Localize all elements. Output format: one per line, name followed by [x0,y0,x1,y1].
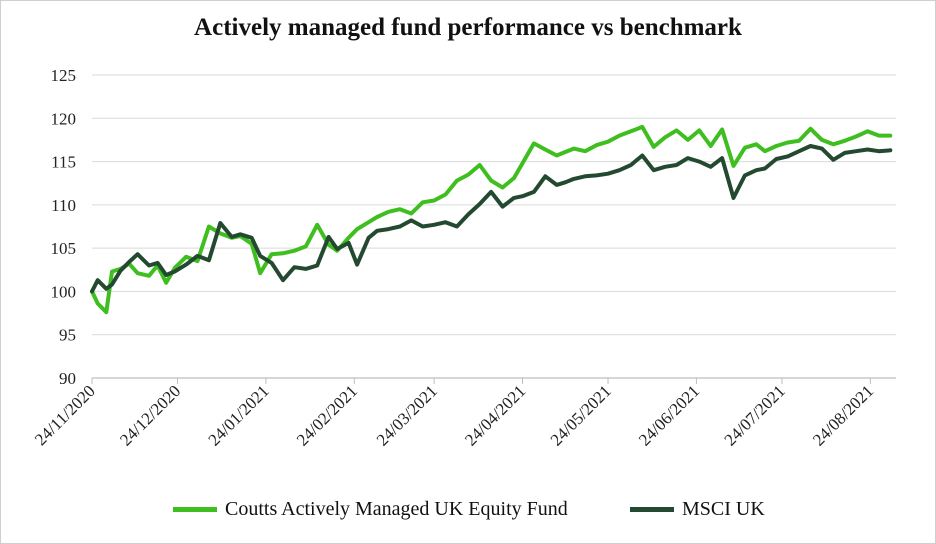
y-tick-label-125: 125 [51,66,77,85]
legend-swatch-msci [630,506,674,512]
x-tick-label-1: 24/12/2020 [116,381,184,449]
legend-item-msci: MSCI UK [630,494,765,524]
x-tick-label-3: 24/02/2021 [293,381,361,449]
x-tick-label-6: 24/05/2021 [547,381,615,449]
x-tick-label-9: 24/08/2021 [809,381,877,449]
x-tick-label-8: 24/07/2021 [721,381,789,449]
y-tick-label-105: 105 [51,239,77,258]
legend: Coutts Actively Managed UK Equity Fund M… [0,494,936,524]
y-tick-label-110: 110 [51,196,76,215]
legend-label-fund: Coutts Actively Managed UK Equity Fund [225,497,568,520]
y-tick-label-90: 90 [59,369,76,388]
series-lines [90,124,893,315]
x-tick-label-7: 24/06/2021 [635,381,703,449]
x-tick-label-2: 24/01/2021 [205,381,273,449]
legend-swatch-fund [173,506,217,512]
x-tick-label-4: 24/03/2021 [373,381,441,449]
x-tick-label-5: 24/04/2021 [461,381,529,449]
legend-item-fund: Coutts Actively Managed UK Equity Fund [173,494,568,524]
axes [91,377,896,384]
y-tick-label-95: 95 [59,326,76,345]
legend-label-msci: MSCI UK [682,497,765,520]
y-axis-ticks: 90 95 100 105 110 115 120 125 [51,66,77,388]
y-tick-label-120: 120 [51,109,77,128]
x-tick-label-0: 24/11/2020 [31,381,99,449]
y-tick-label-100: 100 [51,282,77,301]
gridlines [92,74,896,336]
y-tick-label-115: 115 [51,153,76,172]
chart-title: Actively managed fund performance vs ben… [194,14,742,41]
series-line-msci [90,144,893,294]
x-axis-ticks: 24/11/2020 24/12/2020 24/01/2021 24/02/2021… [31,381,877,449]
series-line-fund [90,124,893,315]
